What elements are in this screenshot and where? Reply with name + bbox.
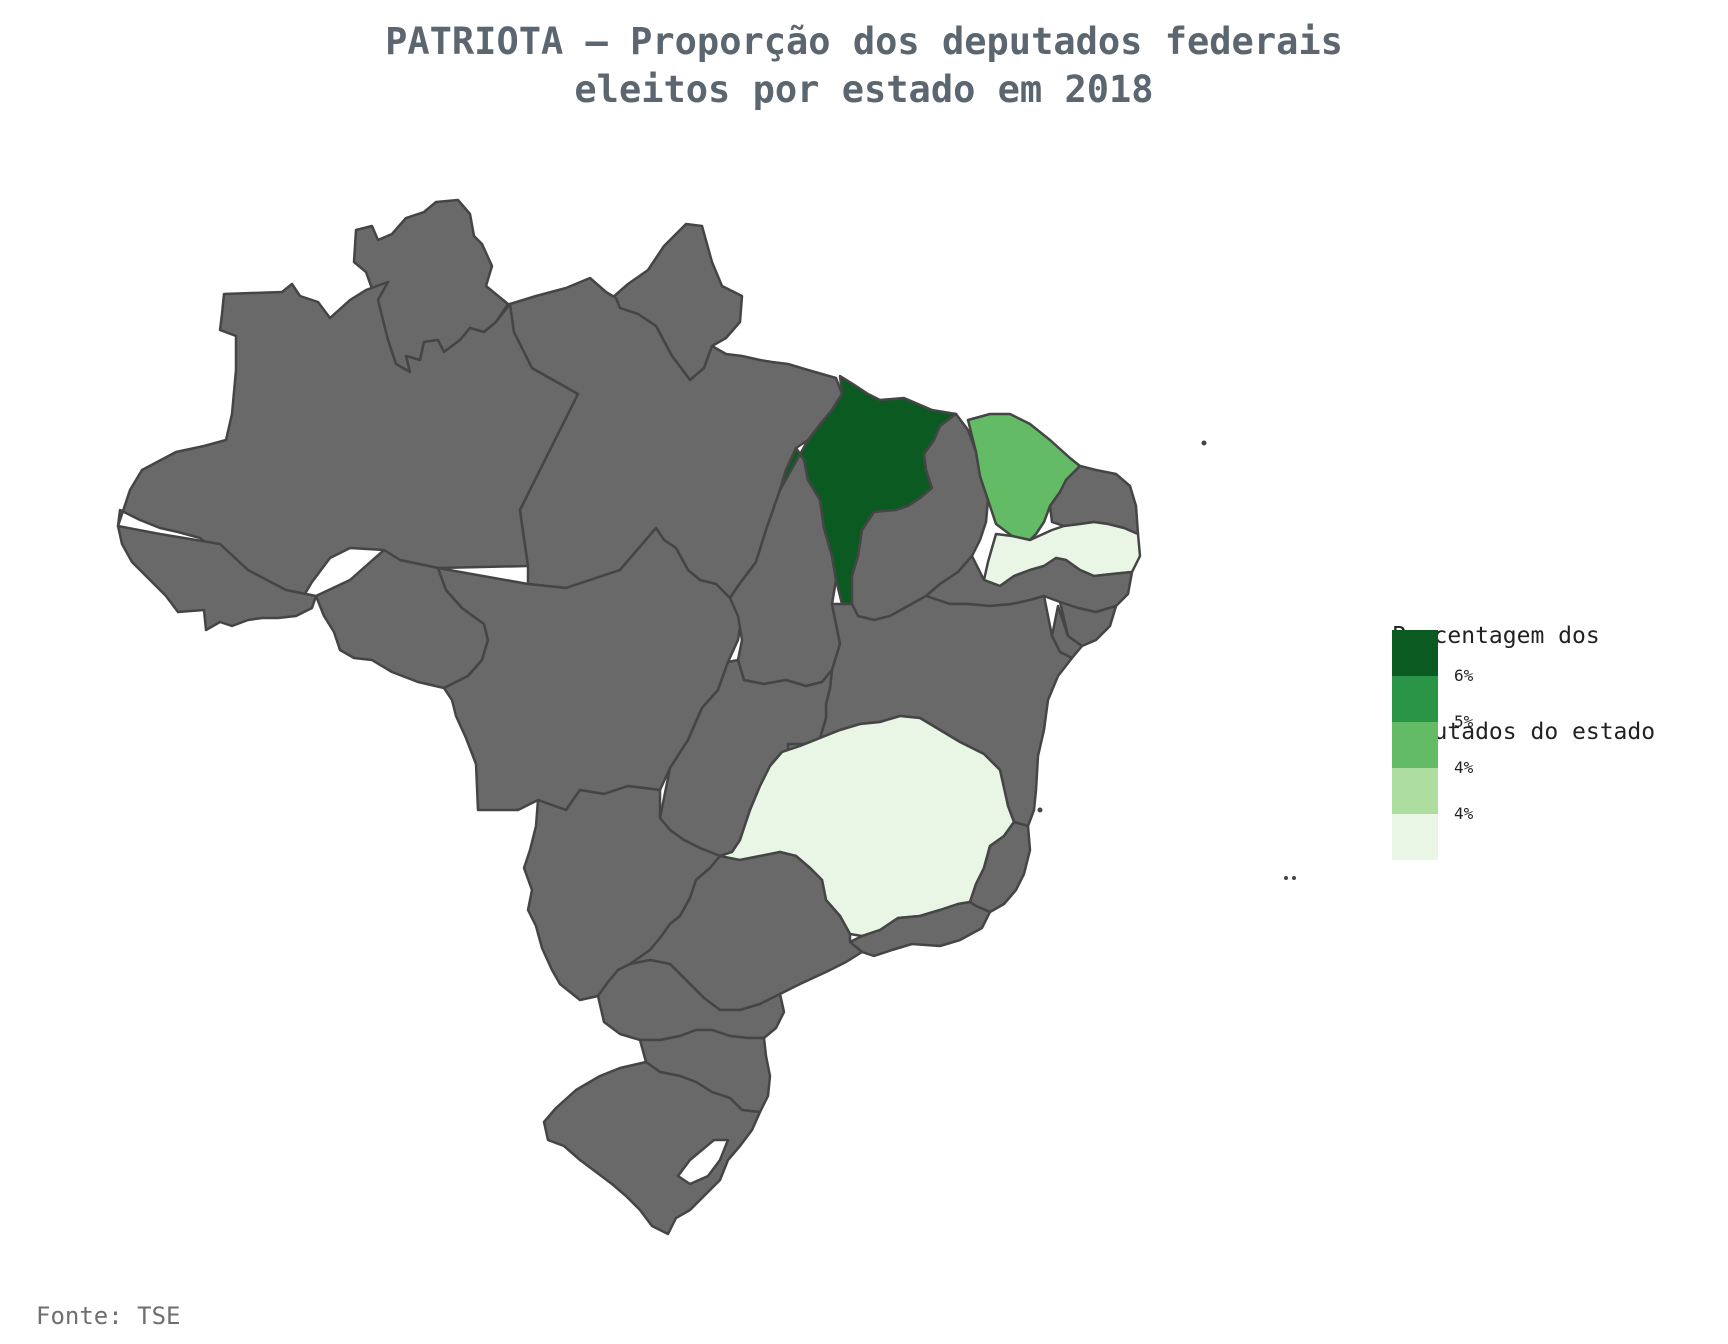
legend-swatch-1 [1392,630,1438,676]
state-rj [848,900,992,958]
legend-color-bar: 6% 5% 4% 4% [1392,630,1473,860]
state-ac [116,524,318,632]
island-1 [1201,440,1207,446]
legend-swatch-5 [1392,814,1438,860]
legend-tick-2: 5% [1454,712,1474,731]
legend: Porcentagem dos deputados do estado 6% 5… [1392,556,1655,860]
legend-swatch-3 [1392,722,1438,768]
lagoon [676,1138,730,1186]
source-note: Fonte: TSE [36,1302,181,1330]
legend-tick-4: 4% [1454,804,1474,823]
state-rs [542,1060,762,1236]
legend-tick-1: 6% [1454,666,1474,685]
island-4 [1292,876,1296,880]
state-ro [314,548,490,690]
title-line-1: PATRIOTA – Proporção dos deputados feder… [385,20,1343,63]
legend-tick-3: 4% [1454,758,1474,777]
island-3 [1284,876,1288,880]
title-line-2: eleitos por estado em 2018 [574,68,1154,111]
map-title: PATRIOTA – Proporção dos deputados feder… [0,18,1728,114]
legend-swatch-2 [1392,676,1438,722]
legend-swatch-4 [1392,768,1438,814]
island-2 [1037,807,1043,813]
